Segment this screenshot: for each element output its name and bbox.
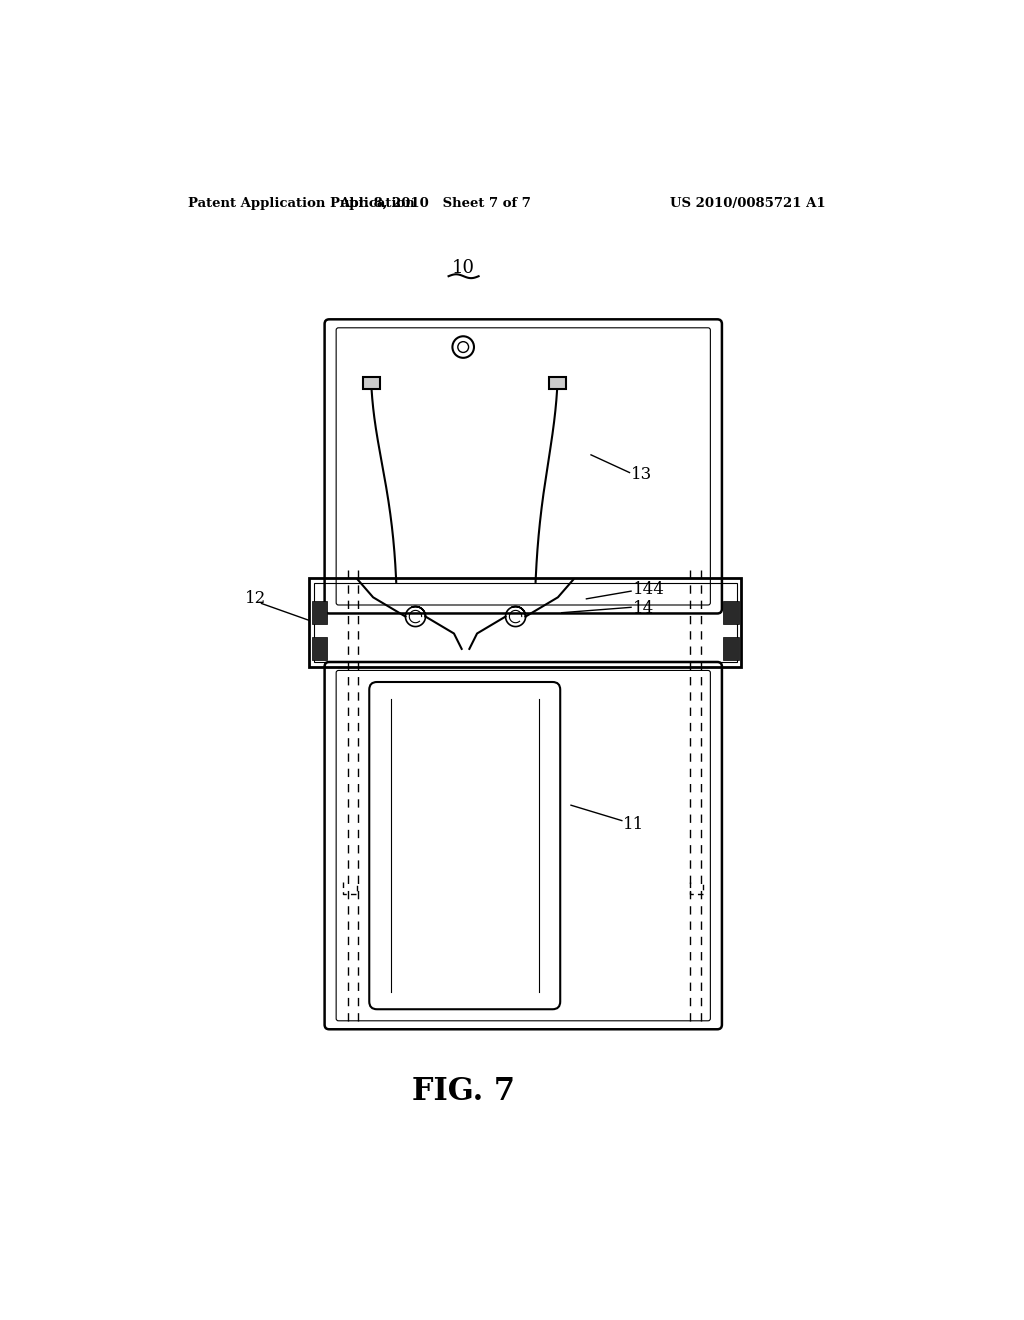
Text: Apr. 8, 2010   Sheet 7 of 7: Apr. 8, 2010 Sheet 7 of 7 <box>339 197 530 210</box>
Bar <box>309 578 741 667</box>
Text: US 2010/0085721 A1: US 2010/0085721 A1 <box>670 197 825 210</box>
Bar <box>313 582 736 663</box>
Text: Patent Application Publication: Patent Application Publication <box>188 197 415 210</box>
Bar <box>311 638 327 660</box>
Text: 12: 12 <box>245 590 266 607</box>
Bar <box>364 378 380 389</box>
Bar <box>549 378 565 389</box>
Text: 11: 11 <box>624 816 645 833</box>
Bar <box>724 638 739 660</box>
Text: 14: 14 <box>633 601 654 618</box>
Bar <box>311 601 327 624</box>
Text: 144: 144 <box>633 581 665 598</box>
Text: FIG. 7: FIG. 7 <box>412 1076 515 1107</box>
Text: 13: 13 <box>631 466 652 483</box>
Bar <box>724 601 739 624</box>
Text: 10: 10 <box>452 259 475 277</box>
